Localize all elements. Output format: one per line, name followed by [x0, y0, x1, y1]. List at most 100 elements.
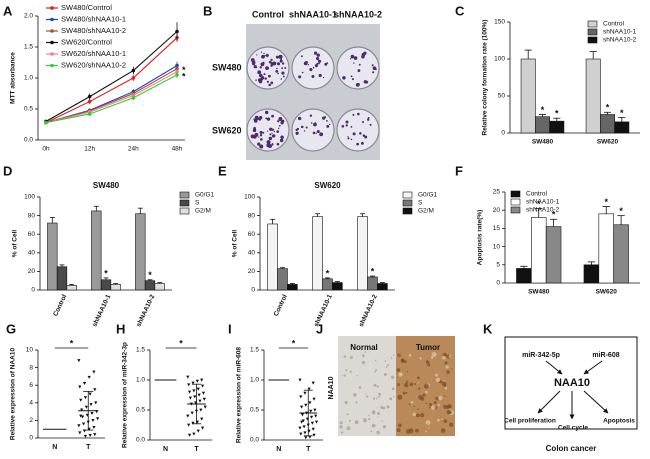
stain	[384, 360, 387, 363]
stain	[414, 428, 419, 433]
panel-letter: I	[228, 321, 232, 336]
significance: *	[104, 268, 108, 278]
panel-letter: G	[6, 321, 16, 336]
x-tick-label: Control	[273, 293, 289, 317]
y-tick-label: 150	[494, 19, 505, 26]
bar	[600, 114, 615, 134]
point	[91, 419, 95, 422]
stain	[445, 365, 449, 369]
stain	[358, 385, 362, 389]
colony	[266, 80, 269, 83]
legend-marker	[50, 52, 54, 56]
point	[304, 403, 308, 407]
point	[192, 432, 196, 436]
diagram-caption: Colon cancer	[546, 444, 597, 453]
colony	[300, 55, 303, 58]
y-tick-label: 2	[29, 417, 33, 424]
stain	[441, 381, 447, 387]
legend-marker	[50, 6, 54, 10]
x-tick-label: SW480	[528, 289, 550, 296]
y-tick-label: 15	[493, 225, 501, 232]
colony	[276, 142, 280, 146]
series-line	[45, 68, 178, 124]
y-axis-label: Relative expression of miR-342-3p	[122, 342, 129, 448]
point	[301, 419, 305, 423]
stain	[435, 377, 441, 383]
stain	[372, 410, 375, 412]
point	[197, 393, 201, 397]
stain	[361, 360, 366, 365]
point	[302, 425, 306, 429]
point	[196, 429, 200, 433]
y-tick-label: 0.0	[136, 437, 145, 444]
colony	[260, 62, 265, 67]
panel-letter: E	[218, 163, 227, 178]
point	[93, 388, 97, 392]
point	[77, 359, 81, 363]
colony	[300, 125, 304, 129]
colony	[259, 116, 263, 120]
point	[175, 73, 179, 77]
colony	[312, 66, 315, 69]
legend-swatch	[402, 191, 413, 199]
colony-panel: B Control shNAA10-1 shNAA10-2 SW480 SW62…	[203, 3, 382, 160]
node: Cell cycle	[558, 425, 588, 432]
colony	[360, 141, 364, 145]
point	[83, 396, 88, 400]
stain	[449, 354, 452, 357]
stain	[346, 413, 349, 416]
stain	[376, 385, 379, 388]
stain	[391, 375, 395, 379]
legend-label: shNAA10-1	[526, 199, 560, 206]
stain	[446, 370, 450, 374]
point	[84, 405, 88, 409]
point	[175, 29, 179, 34]
y-tick-label: 1.0	[250, 377, 259, 384]
y-tick-label: 20	[493, 207, 501, 214]
stain	[416, 413, 420, 418]
y-tick-label: 1.5	[250, 347, 259, 354]
point	[96, 417, 100, 421]
point	[88, 433, 92, 437]
y-tick-label: 100	[494, 56, 505, 63]
stain	[425, 430, 427, 433]
x-tick-label: SW480	[532, 139, 554, 146]
colony	[353, 62, 355, 64]
stain	[349, 356, 353, 359]
colony	[356, 142, 359, 146]
colony	[347, 137, 350, 140]
point	[79, 414, 83, 418]
stain	[362, 418, 367, 423]
stain	[437, 404, 441, 407]
legend-swatch	[587, 36, 598, 44]
colony	[280, 78, 283, 80]
stain	[448, 355, 451, 358]
stain	[396, 368, 401, 372]
colony	[318, 73, 322, 78]
point	[131, 96, 136, 100]
colony	[259, 144, 264, 149]
y-axis-label: MTT absorbance	[10, 52, 17, 104]
row-label: NAA10	[328, 376, 335, 399]
stain	[405, 391, 408, 394]
bar	[135, 213, 146, 291]
bar	[56, 266, 68, 291]
y-axis-label: Relative expression of miR-608	[236, 347, 243, 443]
colony	[296, 127, 300, 131]
stain	[433, 401, 437, 404]
y-tick-label: 0.0	[250, 437, 259, 444]
point	[187, 423, 191, 427]
legend-label: SW620/Control	[61, 37, 112, 46]
legend-swatch	[402, 207, 413, 215]
colony	[259, 66, 262, 69]
colony	[269, 127, 273, 131]
panel-letter: H	[116, 321, 125, 336]
colony	[307, 64, 310, 66]
point	[187, 390, 192, 394]
stain	[404, 383, 409, 388]
colony	[309, 68, 313, 72]
stain	[390, 357, 393, 359]
legend-swatch	[510, 190, 521, 198]
point	[88, 392, 92, 396]
